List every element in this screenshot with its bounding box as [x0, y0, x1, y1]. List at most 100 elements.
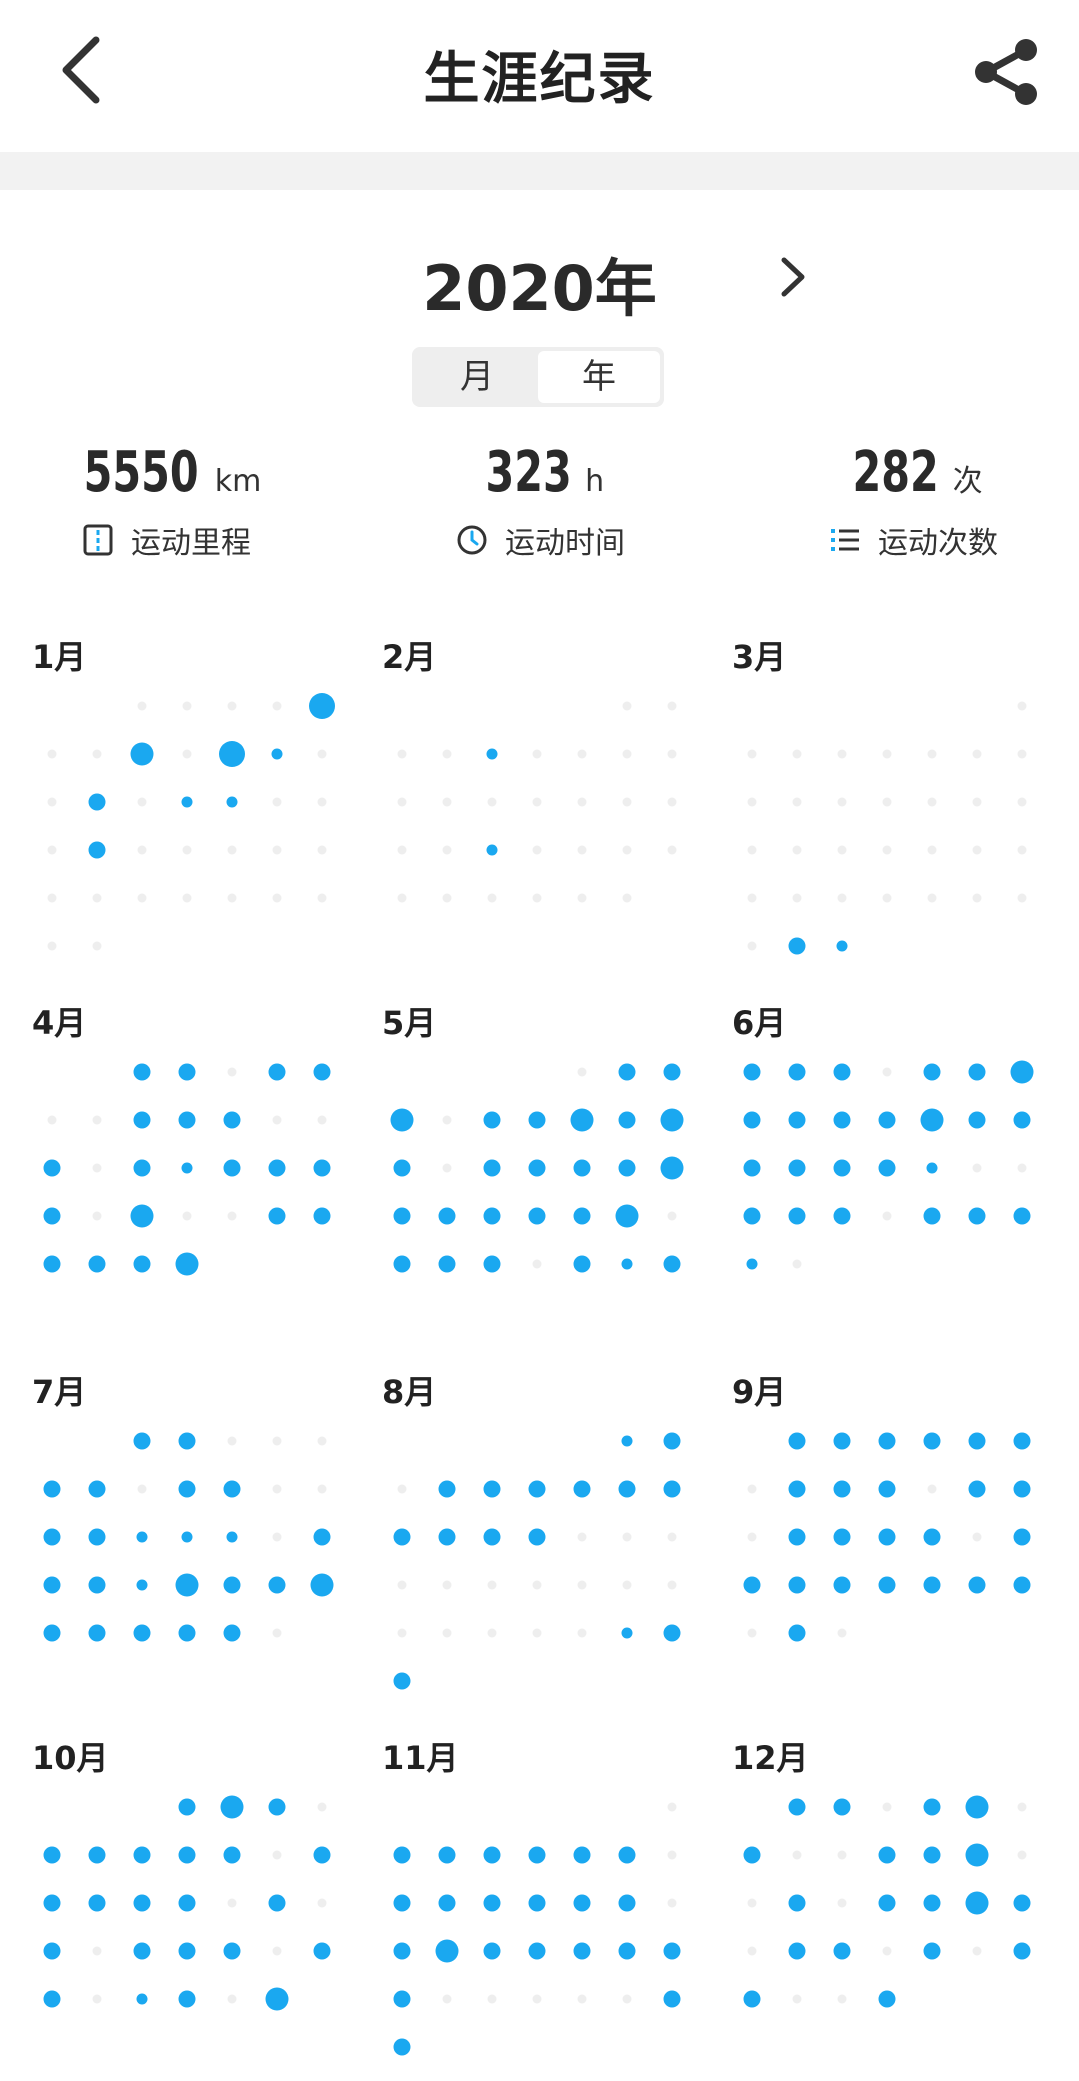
- month-dot-grid: [397, 701, 677, 903]
- activity-day-dot: [833, 1576, 851, 1594]
- empty-day-dot: [837, 893, 847, 903]
- empty-day-dot: [837, 797, 847, 807]
- stat-distance-unit: km: [214, 464, 262, 499]
- stat-sessions-label: 运动次数: [878, 526, 998, 561]
- activity-day-dot: [528, 1111, 546, 1129]
- empty-day-dot: [747, 1628, 757, 1638]
- month-block-11[interactable]: 11月: [350, 1721, 690, 2081]
- month-block-12[interactable]: 12月: [700, 1721, 1040, 2081]
- activity-day-dot: [178, 1111, 196, 1129]
- empty-day-dot: [667, 1532, 677, 1542]
- empty-day-dot: [272, 845, 282, 855]
- share-button[interactable]: [970, 36, 1042, 108]
- activity-day-dot: [923, 1894, 941, 1912]
- activity-day-dot: [621, 1627, 633, 1639]
- empty-day-dot: [272, 1628, 282, 1638]
- empty-day-dot: [272, 893, 282, 903]
- activity-day-dot: [483, 1480, 501, 1498]
- activity-day-dot: [923, 1528, 941, 1546]
- tab-year[interactable]: 年: [538, 351, 660, 403]
- empty-day-dot: [882, 893, 892, 903]
- month-block-7[interactable]: 7月: [0, 1355, 340, 1715]
- activity-day-dot: [223, 1480, 241, 1498]
- back-button[interactable]: [52, 30, 122, 110]
- tab-month[interactable]: 月: [460, 357, 494, 397]
- empty-day-dot: [442, 845, 452, 855]
- activity-day-dot: [788, 1480, 806, 1498]
- month-block-6[interactable]: 6月: [700, 986, 1040, 1346]
- empty-day-dot: [837, 1994, 847, 2004]
- empty-day-dot: [272, 797, 282, 807]
- empty-day-dot: [227, 701, 237, 711]
- activity-day-dot: [878, 1990, 896, 2008]
- activity-day-dot: [486, 748, 498, 760]
- month-block-3[interactable]: 3月: [700, 620, 1040, 980]
- activity-day-dot: [43, 1480, 61, 1498]
- next-year-button[interactable]: [776, 252, 810, 302]
- empty-day-dot: [792, 845, 802, 855]
- activity-day-dot: [133, 1159, 151, 1177]
- empty-day-dot: [442, 1994, 452, 2004]
- activity-day-dot: [528, 1480, 546, 1498]
- empty-day-dot: [532, 749, 542, 759]
- list-icon: [831, 529, 859, 551]
- activity-day-dot: [88, 1576, 106, 1594]
- activity-day-dot: [1013, 1576, 1031, 1594]
- month-dot-grid: [743, 1432, 1031, 1642]
- activity-day-dot: [268, 1159, 286, 1177]
- month-dot-grid: [393, 1802, 681, 2056]
- activity-day-dot: [788, 1894, 806, 1912]
- activity-day-dot: [965, 1891, 989, 1915]
- month-dot-grid: [747, 701, 1027, 955]
- activity-day-dot: [435, 1939, 459, 1963]
- activity-day-dot: [788, 1159, 806, 1177]
- empty-day-dot: [532, 845, 542, 855]
- activity-day-dot: [746, 1258, 758, 1270]
- stat-sessions-unit: 次: [952, 464, 983, 499]
- month-block-5[interactable]: 5月: [350, 986, 690, 1346]
- activity-day-dot: [923, 1942, 941, 1960]
- activity-day-dot: [393, 1672, 411, 1690]
- activity-day-dot: [528, 1894, 546, 1912]
- empty-day-dot: [577, 1580, 587, 1590]
- empty-day-dot: [182, 845, 192, 855]
- empty-day-dot: [442, 1163, 452, 1173]
- month-block-4[interactable]: 4月: [0, 986, 340, 1346]
- month-label: 11月: [382, 1739, 459, 1777]
- activity-day-dot: [393, 1255, 411, 1273]
- empty-day-dot: [532, 1628, 542, 1638]
- activity-day-dot: [923, 1846, 941, 1864]
- activity-day-dot: [88, 1624, 106, 1642]
- empty-day-dot: [1017, 1802, 1027, 1812]
- yearly-calendar: 1月 2月 3月 4月 5月 6月 7月 8月 9月 10月 11月: [0, 620, 1079, 2072]
- month-block-9[interactable]: 9月: [700, 1355, 1040, 1715]
- empty-day-dot: [972, 1946, 982, 1956]
- empty-day-dot: [532, 1994, 542, 2004]
- activity-day-dot: [88, 1528, 106, 1546]
- activity-day-dot: [43, 1624, 61, 1642]
- activity-day-dot: [573, 1846, 591, 1864]
- activity-day-dot: [181, 796, 193, 808]
- empty-day-dot: [792, 749, 802, 759]
- empty-day-dot: [577, 797, 587, 807]
- month-block-1[interactable]: 1月: [0, 620, 340, 980]
- empty-day-dot: [577, 1067, 587, 1077]
- month-block-8[interactable]: 8月: [350, 1355, 690, 1715]
- activity-day-dot: [175, 1573, 199, 1597]
- activity-day-dot: [268, 1207, 286, 1225]
- empty-day-dot: [272, 1115, 282, 1125]
- activity-day-dot: [788, 1528, 806, 1546]
- activity-day-dot: [878, 1480, 896, 1498]
- activity-day-dot: [528, 1942, 546, 1960]
- activity-day-dot: [88, 1255, 106, 1273]
- activity-day-dot: [43, 1255, 61, 1273]
- month-block-10[interactable]: 10月: [0, 1721, 340, 2081]
- activity-day-dot: [833, 1798, 851, 1816]
- activity-day-dot: [223, 1576, 241, 1594]
- empty-day-dot: [747, 1532, 757, 1542]
- month-block-2[interactable]: 2月: [350, 620, 690, 980]
- activity-day-dot: [618, 1894, 636, 1912]
- empty-day-dot: [837, 1898, 847, 1908]
- empty-day-dot: [532, 797, 542, 807]
- activity-day-dot: [43, 1207, 61, 1225]
